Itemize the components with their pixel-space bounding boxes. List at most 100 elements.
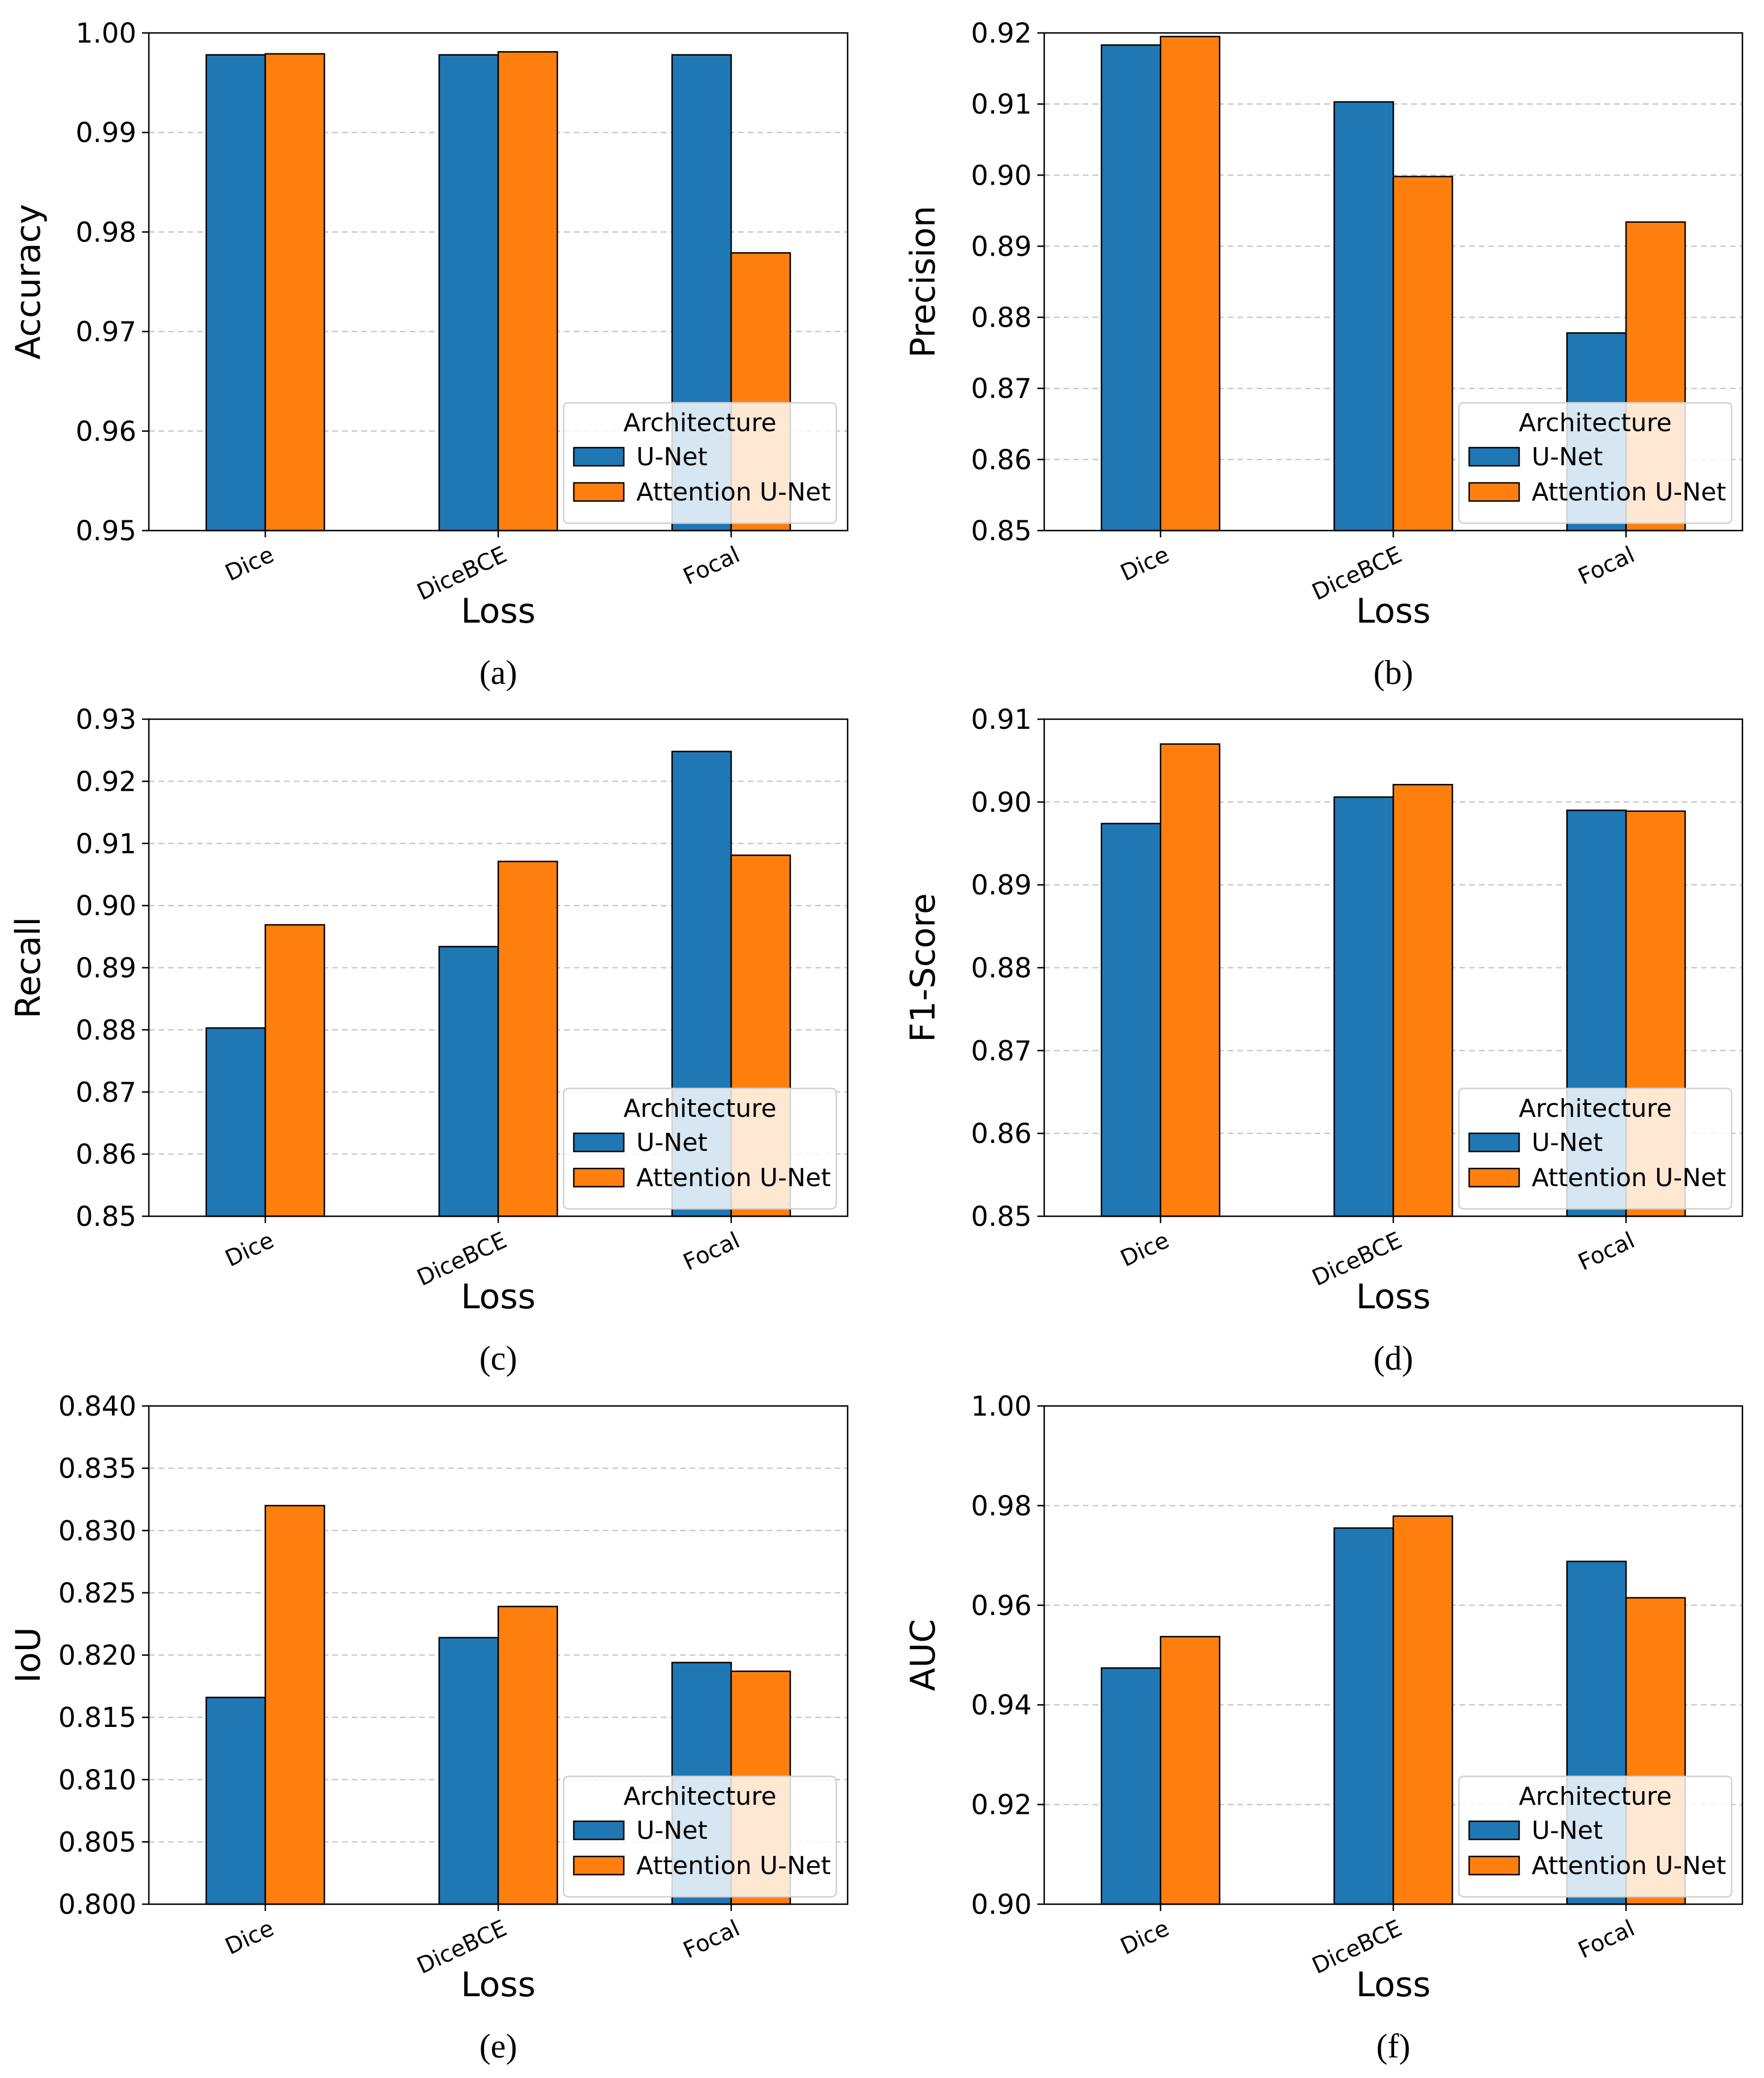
legend-swatch-attention-unet xyxy=(1468,482,1520,502)
bar-unet-dice xyxy=(205,1027,266,1217)
y-axis-label: AUC xyxy=(903,1619,943,1691)
y-axis-label: F1-Score xyxy=(903,893,943,1042)
legend-title: Architecture xyxy=(623,1782,776,1811)
bar-unet-dicebce xyxy=(1333,796,1394,1217)
plot-frame xyxy=(1043,32,1744,532)
y-tick-label: 0.820 xyxy=(59,1640,136,1672)
bar-unet-dice xyxy=(1100,1667,1162,1905)
bar-unet-dice xyxy=(205,54,266,532)
y-tick-label: 0.90 xyxy=(971,1889,1032,1921)
bar-attention-unet-dice xyxy=(1160,1635,1221,1905)
plot-frame xyxy=(148,1405,849,1905)
legend-swatch-attention-unet xyxy=(573,1167,625,1188)
y-tick-label: 0.96 xyxy=(971,1590,1032,1622)
y-tick-label: 0.86 xyxy=(971,444,1032,476)
y-axis-label: IoU xyxy=(9,1627,48,1683)
y-tick-label: 0.805 xyxy=(59,1826,136,1858)
x-tick-label: Focal xyxy=(1574,541,1638,590)
y-tick-label: 0.98 xyxy=(76,216,136,248)
bar-unet-dicebce xyxy=(438,54,499,532)
x-axis-label: Loss xyxy=(461,591,536,631)
legend-swatch-unet xyxy=(1468,1820,1520,1841)
plot-frame xyxy=(148,32,849,532)
y-tick-label: 0.99 xyxy=(76,117,136,149)
panel-label: (b) xyxy=(1374,654,1413,691)
y-tick-label: 0.825 xyxy=(59,1578,136,1609)
bar-attention-unet-dicebce xyxy=(497,1605,558,1905)
plot-frame xyxy=(1043,1405,1744,1905)
legend: Architecture U-Net Attention U-Net xyxy=(1458,1775,1733,1898)
x-axis-label: Loss xyxy=(461,1277,536,1317)
x-tick-label: Dice xyxy=(1116,1227,1173,1272)
y-tick-label: 0.87 xyxy=(971,373,1032,405)
y-tick-label: 0.86 xyxy=(76,1139,136,1171)
bar-attention-unet-dicebce xyxy=(1392,1515,1453,1905)
legend-title: Architecture xyxy=(1519,408,1671,437)
legend-title: Architecture xyxy=(1519,1782,1671,1811)
y-tick-label: 0.88 xyxy=(971,302,1032,334)
y-tick-label: 0.840 xyxy=(59,1391,136,1422)
y-tick-label: 0.89 xyxy=(971,231,1032,262)
bar-unet-dice xyxy=(205,1696,266,1905)
plot-frame xyxy=(1043,718,1744,1217)
chart-panel-c: 0.85 0.86 0.87 0.88 0.89 0.90 0.91 0.92 0.93 Dice… xyxy=(9,704,849,1377)
legend-swatch-attention-unet xyxy=(573,482,625,502)
legend: Architecture U-Net Attention U-Net xyxy=(562,1775,837,1898)
y-axis-label: Accuracy xyxy=(9,204,48,360)
x-tick-label: Focal xyxy=(679,1915,744,1964)
y-tick-label: 0.98 xyxy=(971,1490,1032,1522)
x-tick-label: Dice xyxy=(222,1227,278,1272)
y-tick-label: 0.800 xyxy=(59,1889,136,1921)
chart-panel-e: 0.800 0.805 0.810 0.815 0.820 0.825 0.830 0.835… xyxy=(9,1391,849,2065)
y-tick-label: 0.96 xyxy=(76,416,136,448)
y-tick-label: 0.87 xyxy=(971,1035,1032,1067)
y-tick-label: 0.830 xyxy=(59,1515,136,1547)
panel-label: (e) xyxy=(479,2027,518,2065)
y-axis-label: Precision xyxy=(903,206,943,358)
y-tick-label: 0.88 xyxy=(76,1015,136,1046)
plot-frame xyxy=(148,718,849,1217)
y-tick-label: 0.89 xyxy=(76,953,136,984)
bar-attention-unet-dicebce xyxy=(497,51,558,532)
y-tick-label: 0.95 xyxy=(76,515,136,547)
legend-entry-label: Attention U-Net xyxy=(636,1851,831,1880)
legend-box xyxy=(1458,402,1733,524)
bar-unet-dicebce xyxy=(438,1637,499,1905)
y-tick-label: 0.90 xyxy=(971,160,1032,191)
panel-label: (a) xyxy=(479,654,518,691)
legend-entry-label: U-Net xyxy=(1532,1128,1603,1157)
y-tick-label: 0.85 xyxy=(971,1201,1032,1233)
legend-entry-label: Attention U-Net xyxy=(1532,478,1726,507)
y-tick-label: 0.86 xyxy=(971,1118,1032,1150)
x-tick-label: Dice xyxy=(1116,541,1173,586)
legend-entry-label: Attention U-Net xyxy=(636,478,831,507)
bar-attention-unet-dice xyxy=(1160,743,1221,1217)
legend-swatch-unet xyxy=(1468,447,1520,467)
legend-entry-label: U-Net xyxy=(636,1816,707,1845)
legend-entry-label: U-Net xyxy=(1532,1816,1603,1845)
y-tick-label: 0.815 xyxy=(59,1702,136,1734)
x-tick-label: Dice xyxy=(1116,1915,1173,1960)
y-tick-label: 0.92 xyxy=(971,18,1032,49)
y-tick-label: 0.97 xyxy=(76,316,136,348)
legend-entry-label: U-Net xyxy=(636,1128,707,1157)
x-axis-label: Loss xyxy=(1356,1965,1431,2005)
legend-swatch-unet xyxy=(1468,1132,1520,1153)
y-tick-label: 0.91 xyxy=(971,89,1032,120)
legend-swatch-attention-unet xyxy=(1468,1855,1520,1876)
bar-attention-unet-dice xyxy=(264,924,326,1217)
bar-attention-unet-dice xyxy=(264,53,326,532)
panel-label: (c) xyxy=(479,1340,518,1377)
x-axis-label: Loss xyxy=(461,1965,536,2005)
y-tick-label: 0.92 xyxy=(76,766,136,798)
y-tick-label: 0.90 xyxy=(971,787,1032,819)
bar-attention-unet-dice xyxy=(1160,36,1221,532)
panel-label: (f) xyxy=(1377,2027,1411,2065)
legend: Architecture U-Net Attention U-Net xyxy=(562,1087,837,1210)
legend-swatch-attention-unet xyxy=(573,1855,625,1876)
